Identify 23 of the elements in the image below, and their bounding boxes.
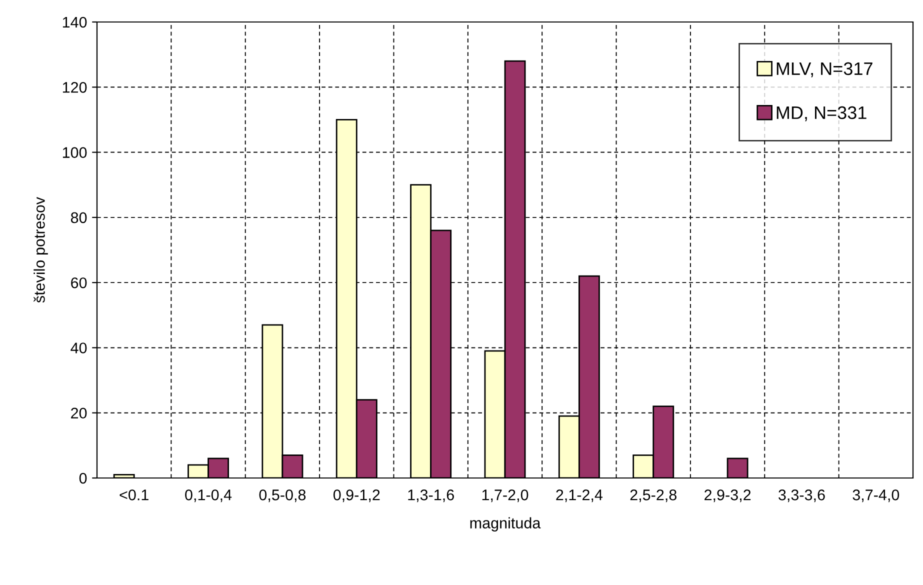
x-tick-label: 3,7-4,0 — [852, 490, 900, 502]
x-tick-label: 3,3-3,6 — [778, 490, 825, 502]
y-axis-title: število potresov — [34, 196, 48, 303]
x-axis-title: magnituda — [470, 517, 541, 532]
x-tick-label: 1,7-2,0 — [482, 490, 528, 502]
x-tick-label: 0,9-1,2 — [333, 490, 380, 502]
y-tick-label: 40 — [70, 342, 87, 354]
x-tick-label: 0,1-0,4 — [185, 490, 232, 502]
x-tick-label: 0,5-0,8 — [259, 490, 306, 502]
legend-label: MLV, N=317 — [776, 62, 872, 78]
y-tick-label: 140 — [62, 16, 87, 28]
x-tick-label: 2,5-2,8 — [630, 490, 676, 502]
x-tick-label: 1,3-1,6 — [408, 490, 454, 502]
y-tick-label: 20 — [71, 408, 87, 419]
legend-label: MD, N=331 — [776, 106, 866, 122]
y-tick-label: 100 — [62, 147, 87, 158]
y-tick-label: 60 — [71, 277, 87, 288]
y-tick-label: 120 — [62, 82, 87, 93]
y-tick-label: 0 — [79, 472, 87, 484]
x-tick-label: 2,1-2,4 — [556, 490, 603, 502]
x-tick-label: 2,9-3,2 — [704, 490, 751, 502]
x-tick-label: <0.1 — [120, 490, 148, 500]
y-tick-label: 80 — [70, 212, 87, 224]
